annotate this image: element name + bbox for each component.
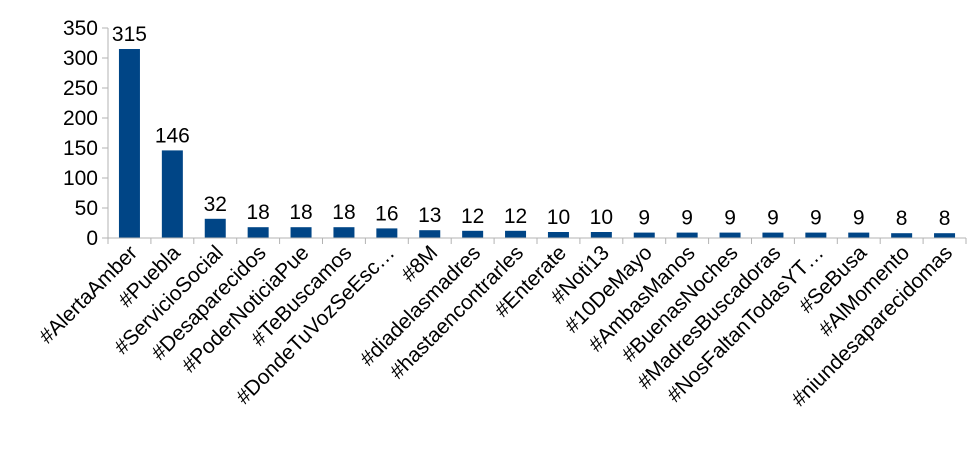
bars-group xyxy=(118,49,956,238)
bar-value-label: 18 xyxy=(332,201,355,224)
bar-value-label: 13 xyxy=(418,204,441,227)
bar-value-label: 10 xyxy=(590,206,613,229)
bar-value-label: 16 xyxy=(375,202,398,225)
y-tick-label: 300 xyxy=(63,47,98,70)
bar-value-label: 9 xyxy=(767,207,779,230)
bar-value-label: 8 xyxy=(939,207,951,230)
y-tick-label: 0 xyxy=(86,227,98,250)
bar-value-label: 18 xyxy=(246,201,269,224)
bar xyxy=(419,230,441,238)
bar-value-label: 146 xyxy=(155,124,190,147)
y-axis: 0 50 100 150 200 250 300 350 xyxy=(63,17,109,250)
bar-value-label: 9 xyxy=(853,207,865,230)
bar xyxy=(891,233,913,238)
bar xyxy=(676,232,698,238)
bar-value-label: 12 xyxy=(461,205,484,228)
bar xyxy=(547,232,569,238)
bar-value-label: 8 xyxy=(896,207,908,230)
bar xyxy=(462,230,484,238)
bar xyxy=(805,232,827,238)
data-labels-group: 315 146 32 18 18 18 16 13 12 12 10 10 9 9 9 9 9 9 8 8 xyxy=(112,23,950,230)
bar-value-label: 9 xyxy=(681,207,693,230)
bar xyxy=(118,49,140,238)
bar xyxy=(505,230,527,238)
bar-value-label: 9 xyxy=(724,207,736,230)
y-tick-label: 50 xyxy=(75,197,98,220)
bar xyxy=(290,227,312,238)
y-tick-label: 100 xyxy=(63,167,98,190)
y-tick-label: 150 xyxy=(63,137,98,160)
bar xyxy=(376,228,398,238)
bar-value-label: 315 xyxy=(112,23,147,46)
bar-value-label: 9 xyxy=(810,207,822,230)
bar-value-label: 18 xyxy=(289,201,312,224)
bar-value-label: 10 xyxy=(547,206,570,229)
bar xyxy=(848,232,870,238)
bar xyxy=(161,150,183,238)
y-tick-label: 250 xyxy=(63,77,98,100)
x-axis: #AlertaAmber#Puebla#ServicioSocial#Desap… xyxy=(35,237,967,411)
bar xyxy=(247,227,269,238)
bar xyxy=(333,227,355,238)
y-tick-label: 200 xyxy=(63,107,98,130)
bar xyxy=(590,232,612,238)
bar xyxy=(719,232,741,238)
bar xyxy=(934,233,956,238)
bar-value-label: 12 xyxy=(504,205,527,228)
bar xyxy=(633,232,655,238)
bar xyxy=(204,218,226,238)
bar xyxy=(762,232,784,238)
bar-value-label: 9 xyxy=(638,207,650,230)
bar-value-label: 32 xyxy=(204,193,227,216)
y-tick-label: 350 xyxy=(63,17,98,40)
